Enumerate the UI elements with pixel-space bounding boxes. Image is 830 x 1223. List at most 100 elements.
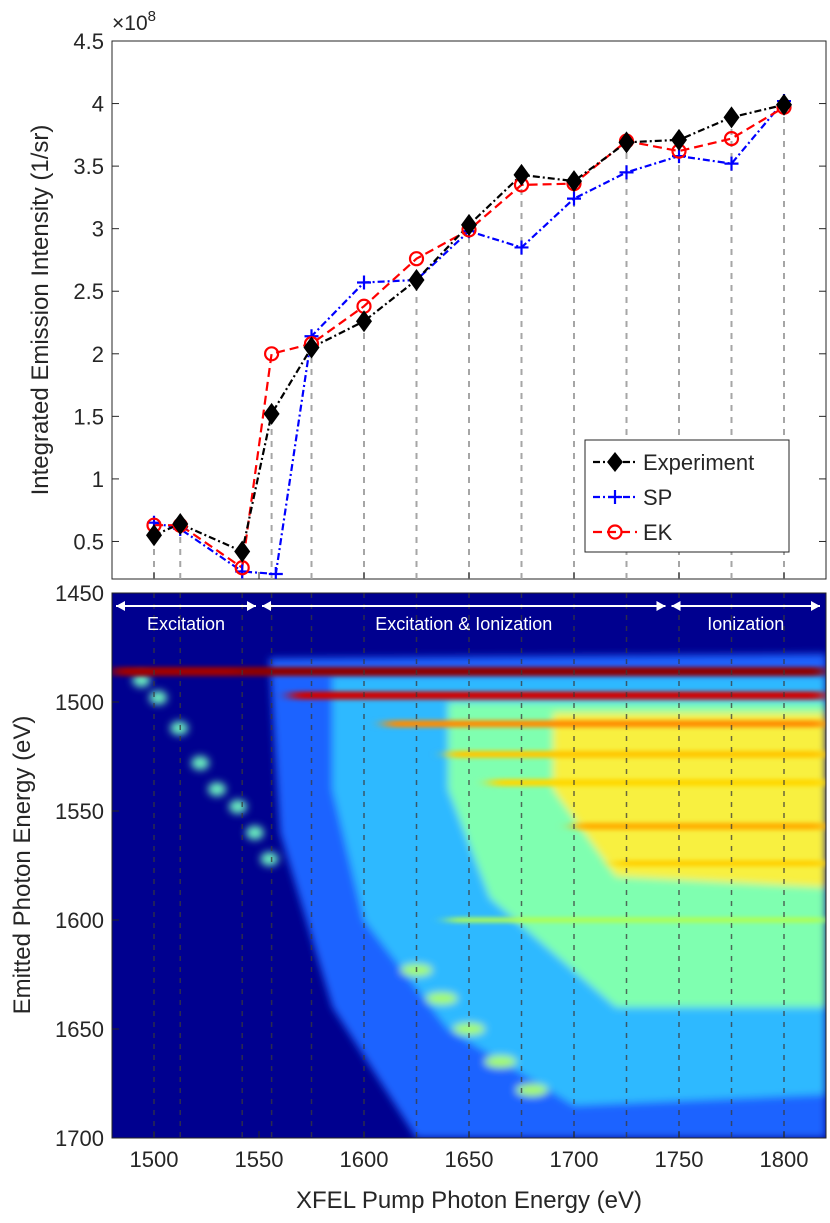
heatmap-diagonal-feature	[425, 992, 458, 1005]
data-point-sp	[567, 191, 581, 206]
heatmap-vertical-guides	[153, 593, 785, 1138]
data-point-experiment	[172, 512, 189, 535]
data-point-experiment	[513, 163, 530, 186]
bottom-panel: 1500 1550 1600 1650 1700 1750 1800 1450 1500 155…	[9, 572, 827, 1214]
bottom-y-tick-label: 1650	[55, 1017, 104, 1042]
data-point-experiment	[618, 131, 635, 154]
legend-marker-ek	[607, 524, 623, 540]
x-tick-label: 1800	[760, 1147, 809, 1172]
region-arrowhead-right	[247, 601, 256, 611]
series-line-ek	[154, 106, 785, 570]
y-tick-label: 0.5	[73, 529, 104, 554]
x-tick-label: 1700	[550, 1147, 599, 1172]
legend-entry-ek: EK	[593, 520, 673, 545]
region-arrowhead-right	[656, 601, 666, 611]
y-tick-label: 1	[92, 467, 104, 492]
heatmap-emission-band	[448, 750, 826, 758]
legend-entry-sp: SP	[593, 485, 672, 510]
data-point-sp	[619, 165, 634, 180]
region-arrowhead-left	[262, 601, 271, 611]
heatmap-emission-band	[574, 822, 826, 830]
legend-entry-experiment: Experiment	[593, 450, 754, 475]
exponent-label: ×108	[112, 8, 156, 35]
bottom-y-tick-label: 1450	[55, 581, 104, 606]
region-label: Ionization	[707, 614, 784, 634]
legend-label-sp: SP	[643, 485, 672, 510]
heatmap-emission-band	[490, 779, 826, 787]
legend-label-experiment: Experiment	[643, 450, 754, 475]
heatmap-resonance-spot	[191, 756, 210, 771]
heatmap-diagonal-feature	[484, 1055, 517, 1068]
data-point-experiment	[776, 93, 792, 116]
bottom-x-axis-label: XFEL Pump Photon Energy (eV)	[296, 1187, 642, 1214]
top-panel: 0.5 1 1.5 2 2.5 3 3.5 4 4.5 ×108 Integrated Emis…	[27, 8, 827, 580]
heatmap-resonance-spot	[132, 673, 151, 688]
heatmap-emission-band	[616, 860, 826, 867]
data-point-ek	[723, 130, 740, 147]
legend: Experiment SP EK	[584, 439, 790, 553]
x-tick-label: 1500	[130, 1147, 179, 1172]
region-label: Excitation	[147, 614, 225, 634]
data-point-experiment	[566, 170, 582, 193]
y-tick-label: 2	[92, 342, 104, 367]
bottom-x-axis: 1500 1550 1600 1650 1700 1750 1800	[130, 572, 809, 1172]
top-y-axis: 0.5 1 1.5 2 2.5 3 3.5 4 4.5	[73, 29, 826, 554]
bottom-y-axis: 1450 1500 1550 1600 1650 1700	[55, 581, 119, 1151]
y-tick-label: 4.5	[73, 29, 104, 54]
data-point-experiment	[146, 524, 162, 547]
heatmap-emission-band	[290, 691, 826, 700]
data-point-sp	[357, 275, 371, 290]
heatmap-resonance-spot	[208, 782, 226, 797]
bottom-y-tick-label: 1600	[55, 908, 104, 933]
data-point-experiment	[234, 540, 251, 563]
region-arrowhead-left	[671, 601, 681, 611]
heatmap-resonance-spot	[170, 721, 189, 736]
legend-marker-sp	[608, 490, 622, 504]
x-tick-label: 1550	[235, 1147, 284, 1172]
region-arrowhead-left	[116, 601, 125, 611]
bottom-y-tick-label: 1550	[55, 799, 104, 824]
legend-marker-experiment	[607, 452, 623, 472]
bottom-y-tick-label: 1700	[55, 1126, 104, 1151]
heatmap-resonance-spot	[149, 690, 168, 705]
heatmap-resonance-spot	[245, 825, 264, 840]
data-point-sp	[724, 156, 739, 171]
data-point-sp	[514, 240, 529, 255]
x-tick-label: 1600	[340, 1147, 389, 1172]
heatmap-emission-band	[448, 917, 826, 923]
data-point-experiment	[671, 128, 687, 151]
data-point-experiment	[461, 213, 477, 236]
heatmap-resonance-spot	[229, 799, 247, 814]
y-tick-label: 1.5	[73, 404, 104, 429]
data-point-experiment	[303, 336, 320, 359]
data-point-experiment	[723, 106, 740, 129]
bottom-y-tick-label: 1500	[55, 690, 104, 715]
y-tick-label: 3.5	[73, 154, 104, 179]
data-point-ek	[408, 251, 425, 267]
region-annotations: Excitation Excitation & Ionization Ionizat…	[116, 601, 820, 634]
y-tick-label: 4	[92, 92, 104, 117]
x-tick-label: 1650	[445, 1147, 494, 1172]
x-tick-label: 1750	[655, 1147, 704, 1172]
data-point-experiment	[356, 310, 372, 333]
heatmap-emission-band	[385, 720, 826, 728]
region-arrowhead-right	[811, 601, 820, 611]
heatmap	[112, 593, 826, 1138]
heatmap-emission-band	[238, 668, 826, 675]
data-point-experiment	[408, 268, 425, 291]
legend-label-ek: EK	[643, 520, 673, 545]
series-line-experiment	[153, 103, 785, 554]
data-point-ek	[264, 346, 280, 362]
heatmap-diagonal-feature	[453, 1023, 485, 1035]
heatmap-diagonal-feature	[516, 1084, 548, 1097]
data-point-experiment	[263, 402, 280, 425]
bottom-y-axis-label: Emitted Photon Energy (eV)	[9, 716, 36, 1015]
top-y-axis-label: Integrated Emission Intensity (1/sr)	[27, 125, 54, 496]
y-tick-label: 3	[92, 217, 104, 242]
y-tick-label: 2.5	[73, 279, 104, 304]
data-point-sp	[268, 566, 283, 579]
series-group	[146, 93, 792, 579]
region-label: Excitation & Ionization	[375, 614, 552, 634]
heatmap-resonance-spot	[260, 851, 279, 866]
